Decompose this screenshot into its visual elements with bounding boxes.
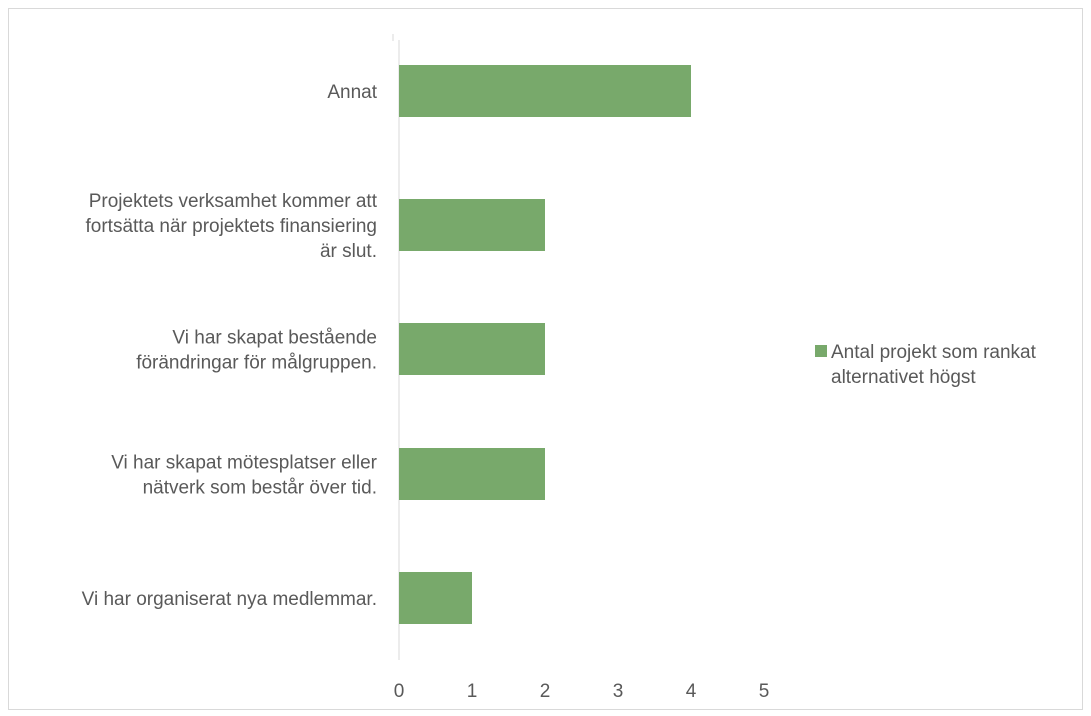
legend-swatch — [815, 345, 827, 357]
legend-label: Antal projekt som rankat alternativet hög… — [831, 342, 1037, 388]
bar[interactable] — [399, 199, 545, 251]
chart-frame — [8, 8, 1083, 710]
bar[interactable] — [399, 323, 545, 375]
x-tick-label: 1 — [467, 681, 478, 702]
category-label: Vi har skapat mötesplatser eller nätverk … — [111, 453, 377, 499]
category-label: Annat — [327, 82, 377, 103]
x-tick-label: 2 — [540, 681, 551, 702]
bar[interactable] — [399, 448, 545, 500]
category-label: Vi har skapat bestående förändringar för … — [136, 328, 377, 374]
x-tick-label: 0 — [394, 681, 405, 702]
x-tick-label: 3 — [613, 681, 624, 702]
bar[interactable] — [399, 65, 691, 117]
x-tick-label: 5 — [759, 681, 770, 702]
category-label: Vi har organiserat nya medlemmar. — [82, 589, 377, 610]
category-label: Projektets verksamhet kommer att fortsätt… — [86, 191, 378, 262]
x-tick-label: 4 — [686, 681, 697, 702]
bar[interactable] — [399, 572, 472, 624]
